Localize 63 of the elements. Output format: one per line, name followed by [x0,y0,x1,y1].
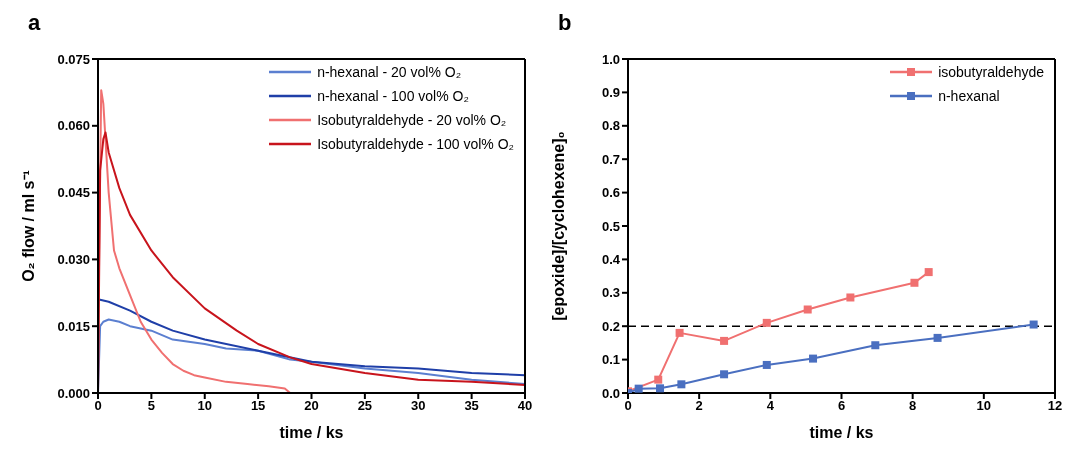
y-tick-label: 0.5 [601,218,620,234]
y-tick-label: 0.1 [601,352,620,368]
x-tick-label: 10 [197,398,212,414]
point [675,328,684,337]
x-tick-label: 4 [766,398,775,414]
y-tick-label: 0.045 [57,185,90,201]
y-tick-label: 0.060 [57,118,90,134]
legend-label: n-hexanal - 100 vol% O₂ [317,88,469,104]
point [656,384,665,393]
point [1029,320,1038,329]
y-tick-label: 0.000 [57,385,90,401]
point [677,380,686,389]
point [910,278,919,287]
y-tick-label: 0.075 [57,51,90,67]
legend-label: n-hexanal [938,88,1000,104]
point [720,336,729,345]
x-tick-label: 2 [695,398,703,414]
x-tick-label: 10 [976,398,992,414]
x-tick-label: 30 [411,398,426,414]
point [634,384,643,393]
x-tick-label: 12 [1047,398,1063,414]
point [762,318,771,327]
legend-label: Isobutyraldehyde - 100 vol% O₂ [317,136,514,152]
chart-title: a [28,10,41,36]
point [654,375,663,384]
y-tick-label: 0.0 [601,385,620,401]
y-tick-label: 0.7 [601,151,620,167]
legend-label: Isobutyraldehyde - 20 vol% O₂ [317,112,507,128]
x-tick-label: 0 [624,398,632,414]
legend-label: isobutyraldehyde [938,64,1044,80]
point [762,360,771,369]
x-tick-label: 35 [464,398,479,414]
point [720,370,729,379]
x-axis-title: time / ks [279,424,344,441]
y-axis-title: O₂ flow / ml s⁻¹ [19,170,37,282]
point [803,305,812,314]
x-tick-label: 40 [517,398,533,414]
y-tick-label: 0.4 [601,252,621,268]
y-tick-label: 0.6 [601,185,620,201]
x-axis-title: time / ks [809,424,874,441]
x-tick-label: 20 [304,398,319,414]
x-tick-label: 6 [837,398,846,414]
point [846,293,855,302]
x-tick-label: 15 [250,398,266,414]
point [871,341,880,350]
y-tick-label: 0.030 [57,252,90,268]
point [933,333,942,342]
y-tick-label: 0.3 [601,285,620,301]
legend-label: n-hexanal - 20 vol% O₂ [317,64,462,80]
y-tick-label: 0.9 [601,85,620,101]
point [809,354,818,363]
y-axis-title: [epoxide]/[cyclohexene]₀ [549,131,567,321]
point [924,268,933,277]
y-tick-label: 0.015 [57,318,90,334]
y-tick-label: 0.8 [601,118,620,134]
y-tick-label: 0.2 [601,318,620,334]
x-tick-label: 8 [909,398,917,414]
line-series [98,298,525,377]
x-tick-label: 0 [94,398,102,414]
x-tick-label: 25 [357,398,373,414]
y-tick-label: 1.0 [601,51,620,67]
x-tick-label: 5 [147,398,155,414]
chart-title: b [558,10,572,36]
